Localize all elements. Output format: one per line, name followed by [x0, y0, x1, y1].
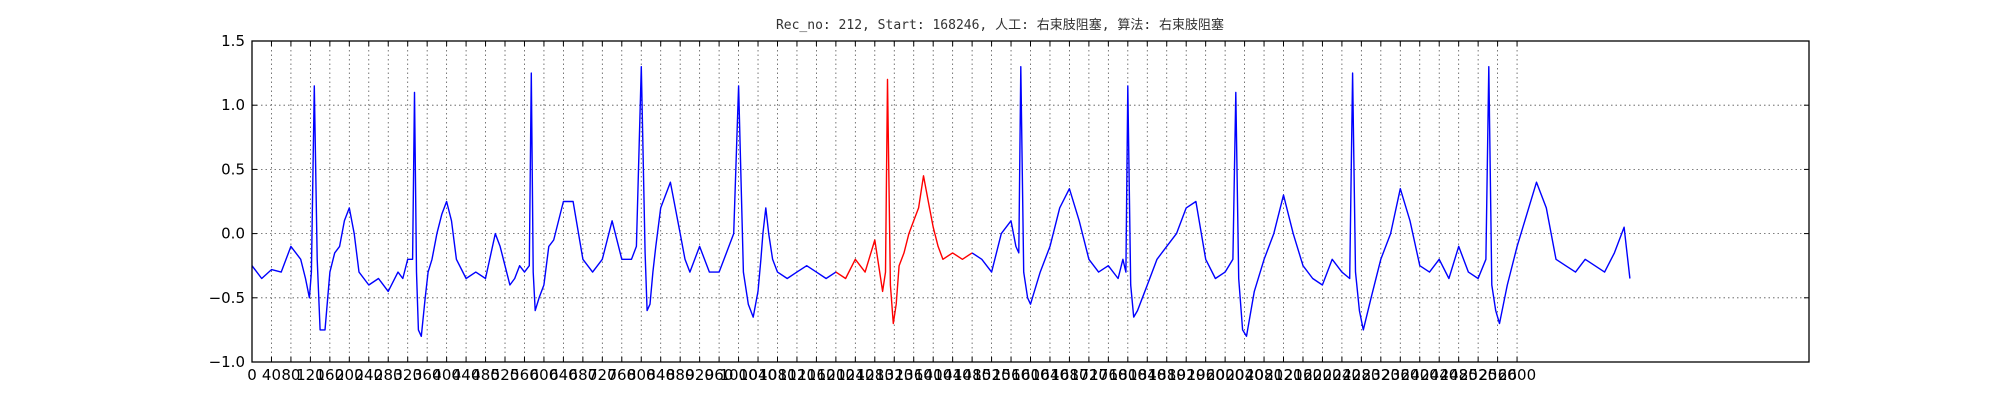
x-tick-label: 2440: [1420, 366, 1458, 384]
x-tick-label: 2320: [1362, 366, 1400, 384]
x-axis: 0 40 8012016020024028032036040044048052056…: [247, 41, 1536, 384]
x-tick-label: 1840: [1128, 366, 1166, 384]
x-tick-label: 1400: [914, 366, 952, 384]
x-tick-label: 1440: [934, 366, 972, 384]
x-tick-label: 0: [247, 366, 257, 384]
x-tick-label: 2000: [1206, 366, 1244, 384]
x-tick-label: 920: [685, 366, 714, 384]
x-tick-label: 1560: [992, 366, 1030, 384]
x-tick-label: 1720: [1070, 366, 1108, 384]
x-tick-label: 2240: [1323, 366, 1361, 384]
x-tick-label: 2600: [1498, 366, 1536, 384]
x-tick-label: 1960: [1187, 366, 1225, 384]
y-tick-label: −1.0: [209, 353, 245, 371]
series-line-2: [835, 78, 973, 325]
x-tick-label: 360: [413, 366, 442, 384]
x-tick-label: 1880: [1148, 366, 1186, 384]
x-tick-label: 2480: [1440, 366, 1478, 384]
x-tick-label: 80: [281, 366, 300, 384]
series-line-3: [971, 65, 1631, 337]
x-tick-label: 2200: [1303, 366, 1341, 384]
x-tick-label: 1200: [817, 366, 855, 384]
x-tick-label: 240: [354, 366, 383, 384]
x-tick-label: 2520: [1459, 366, 1497, 384]
x-tick-label: 1800: [1109, 366, 1147, 384]
x-tick-label: 1600: [1011, 366, 1049, 384]
x-tick-label: 600: [530, 366, 559, 384]
x-tick-label: 2560: [1479, 366, 1517, 384]
x-tick-label: 760: [607, 366, 636, 384]
x-tick-label: 2160: [1284, 366, 1322, 384]
x-tick-label: 1080: [758, 366, 796, 384]
x-tick-label: 320: [393, 366, 422, 384]
x-tick-label: 960: [705, 366, 734, 384]
plot-frame: [251, 40, 1810, 363]
x-tick-label: 640: [549, 366, 578, 384]
x-tick-label: 520: [491, 366, 520, 384]
x-tick-label: 680: [569, 366, 598, 384]
x-tick-label: 840: [646, 366, 675, 384]
y-tick-label: 0.5: [221, 160, 245, 178]
x-tick-label: 1480: [953, 366, 991, 384]
x-tick-label: 280: [374, 366, 403, 384]
x-tick-label: 1320: [875, 366, 913, 384]
x-tick-label: 2120: [1264, 366, 1302, 384]
x-tick-label: 800: [627, 366, 656, 384]
x-tick-label: 200: [335, 366, 364, 384]
x-tick-label: 2280: [1342, 366, 1380, 384]
x-tick-label: 1640: [1031, 366, 1069, 384]
x-tick-label: 1360: [895, 366, 933, 384]
x-tick-label: 2360: [1381, 366, 1419, 384]
x-tick-label: 40: [262, 366, 281, 384]
grid: [251, 40, 1809, 363]
x-tick-label: 1280: [856, 366, 894, 384]
x-tick-label: 2040: [1225, 366, 1263, 384]
chart-title: Rec_no: 212, Start: 168246, 人工: 右束肢阻塞, 算…: [776, 17, 1224, 33]
x-tick-label: 1160: [797, 366, 835, 384]
x-tick-label: 120: [296, 366, 325, 384]
x-tick-label: 1520: [972, 366, 1010, 384]
y-tick-label: 0.0: [221, 225, 245, 243]
x-tick-label: 1000: [719, 366, 757, 384]
x-tick-label: 400: [432, 366, 461, 384]
x-tick-label: 1240: [836, 366, 874, 384]
x-tick-label: 480: [471, 366, 500, 384]
y-tick-label: 1.5: [221, 32, 245, 50]
y-axis: 1.5 1.0 0.5 0.0 −0.5 −1.0: [209, 32, 1809, 371]
x-tick-label: 720: [588, 366, 617, 384]
x-tick-label: 560: [510, 366, 539, 384]
x-tick-label: 1920: [1167, 366, 1205, 384]
y-tick-label: −0.5: [209, 289, 245, 307]
x-tick-label: 2400: [1401, 366, 1439, 384]
y-tick-label: 1.0: [221, 96, 245, 114]
plot-area: [251, 65, 1631, 337]
x-tick-label: 160: [316, 366, 345, 384]
x-tick-label: 440: [452, 366, 481, 384]
x-tick-label: 1120: [778, 366, 816, 384]
x-tick-label: 880: [666, 366, 695, 384]
x-tick-label: 2080: [1245, 366, 1283, 384]
series-line-1: [251, 65, 837, 337]
x-tick-label: 1040: [739, 366, 777, 384]
x-tick-label: 1760: [1089, 366, 1127, 384]
x-tick-label: 1680: [1050, 366, 1088, 384]
